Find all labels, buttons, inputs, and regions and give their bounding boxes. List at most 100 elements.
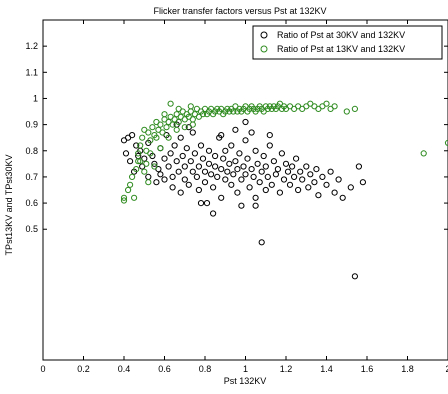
- data-point: [246, 184, 253, 191]
- data-point: [153, 179, 160, 186]
- data-point: [297, 168, 304, 175]
- data-point: [189, 168, 196, 175]
- data-point: [147, 150, 154, 157]
- data-point: [420, 150, 427, 157]
- data-point: [359, 179, 366, 186]
- data-point: [173, 158, 180, 165]
- y-tick-label: 0.6: [25, 198, 38, 208]
- data-point: [120, 197, 128, 204]
- y-tick-label: 0.7: [25, 172, 38, 182]
- data-point: [161, 176, 168, 183]
- data-point: [189, 116, 196, 123]
- data-point: [147, 137, 154, 144]
- data-point: [129, 173, 136, 180]
- data-point: [199, 111, 207, 118]
- data-point: [252, 194, 259, 201]
- data-point: [240, 163, 247, 170]
- data-point: [266, 132, 273, 139]
- data-point: [181, 124, 188, 131]
- data-point: [222, 147, 229, 154]
- data-point: [137, 158, 144, 165]
- data-point: [234, 166, 241, 173]
- data-point: [193, 173, 200, 180]
- data-point: [264, 173, 271, 180]
- data-point: [175, 118, 182, 126]
- data-point: [137, 142, 144, 149]
- data-point: [191, 150, 198, 157]
- data-point: [242, 137, 249, 144]
- data-point: [262, 163, 269, 170]
- data-point: [258, 239, 265, 246]
- data-point: [210, 210, 217, 217]
- series-1: [120, 100, 448, 204]
- data-point: [260, 152, 267, 160]
- data-point: [208, 171, 215, 178]
- data-point: [248, 129, 255, 136]
- data-point: [203, 200, 211, 207]
- data-point: [278, 150, 285, 157]
- data-point: [201, 168, 209, 175]
- data-point: [286, 181, 294, 188]
- data-point: [218, 194, 225, 201]
- data-point: [131, 194, 138, 201]
- x-tick-label: 1.4: [320, 364, 333, 374]
- data-point: [143, 160, 150, 167]
- data-point: [256, 179, 263, 186]
- legend-marker-30kv: [260, 31, 268, 39]
- data-point: [238, 176, 245, 183]
- data-point: [311, 179, 318, 186]
- y-tick-label: 1: [33, 93, 38, 103]
- data-point: [159, 129, 166, 136]
- data-point: [201, 179, 209, 186]
- data-point: [232, 158, 239, 165]
- data-point: [169, 121, 176, 128]
- data-point: [303, 163, 310, 170]
- data-point: [173, 126, 180, 133]
- axis-ticks: 0 0.2 0.4 0.6 0.8 1 1.2 1.4 1.6 1.8 2 0.5 0.6 0.7 0.8 0…: [25, 20, 448, 374]
- data-point: [331, 189, 338, 196]
- data-point: [195, 186, 202, 194]
- data-point: [248, 166, 255, 173]
- data-point: [214, 173, 221, 180]
- data-point: [254, 160, 261, 167]
- x-tick-label: 0.8: [199, 364, 212, 374]
- data-point: [319, 173, 326, 180]
- y-tick-label: 0.9: [25, 120, 38, 130]
- data-point: [205, 160, 213, 167]
- data-point: [139, 134, 146, 141]
- data-point: [163, 124, 170, 131]
- y-tick-label: 1.2: [25, 41, 38, 51]
- data-point: [220, 155, 227, 162]
- data-point: [151, 163, 158, 170]
- data-point: [165, 163, 172, 170]
- data-point: [189, 129, 196, 136]
- data-point: [224, 168, 231, 175]
- data-point: [177, 134, 184, 141]
- data-point: [268, 181, 275, 188]
- x-tick-label: 0: [40, 364, 45, 374]
- plot-area: [42, 19, 448, 361]
- data-point: [238, 202, 245, 209]
- data-point: [133, 166, 140, 173]
- data-point: [252, 147, 259, 154]
- legend-marker-13kv: [260, 45, 268, 53]
- data-point: [323, 100, 330, 107]
- data-point: [179, 152, 186, 160]
- y-tick-label: 1.1: [25, 67, 38, 77]
- data-point: [242, 118, 249, 126]
- data-point: [305, 184, 312, 191]
- data-point: [175, 168, 182, 175]
- data-point: [145, 179, 152, 186]
- data-point: [236, 150, 243, 157]
- data-point: [149, 124, 156, 131]
- data-point: [272, 171, 279, 178]
- data-point: [161, 155, 168, 162]
- data-point: [282, 160, 290, 167]
- data-point: [175, 105, 182, 113]
- x-tick-label: 1.6: [361, 364, 374, 374]
- data-point: [276, 189, 283, 196]
- data-point: [244, 155, 251, 162]
- data-point: [307, 171, 314, 178]
- data-point: [181, 176, 188, 183]
- data-point: [291, 173, 298, 180]
